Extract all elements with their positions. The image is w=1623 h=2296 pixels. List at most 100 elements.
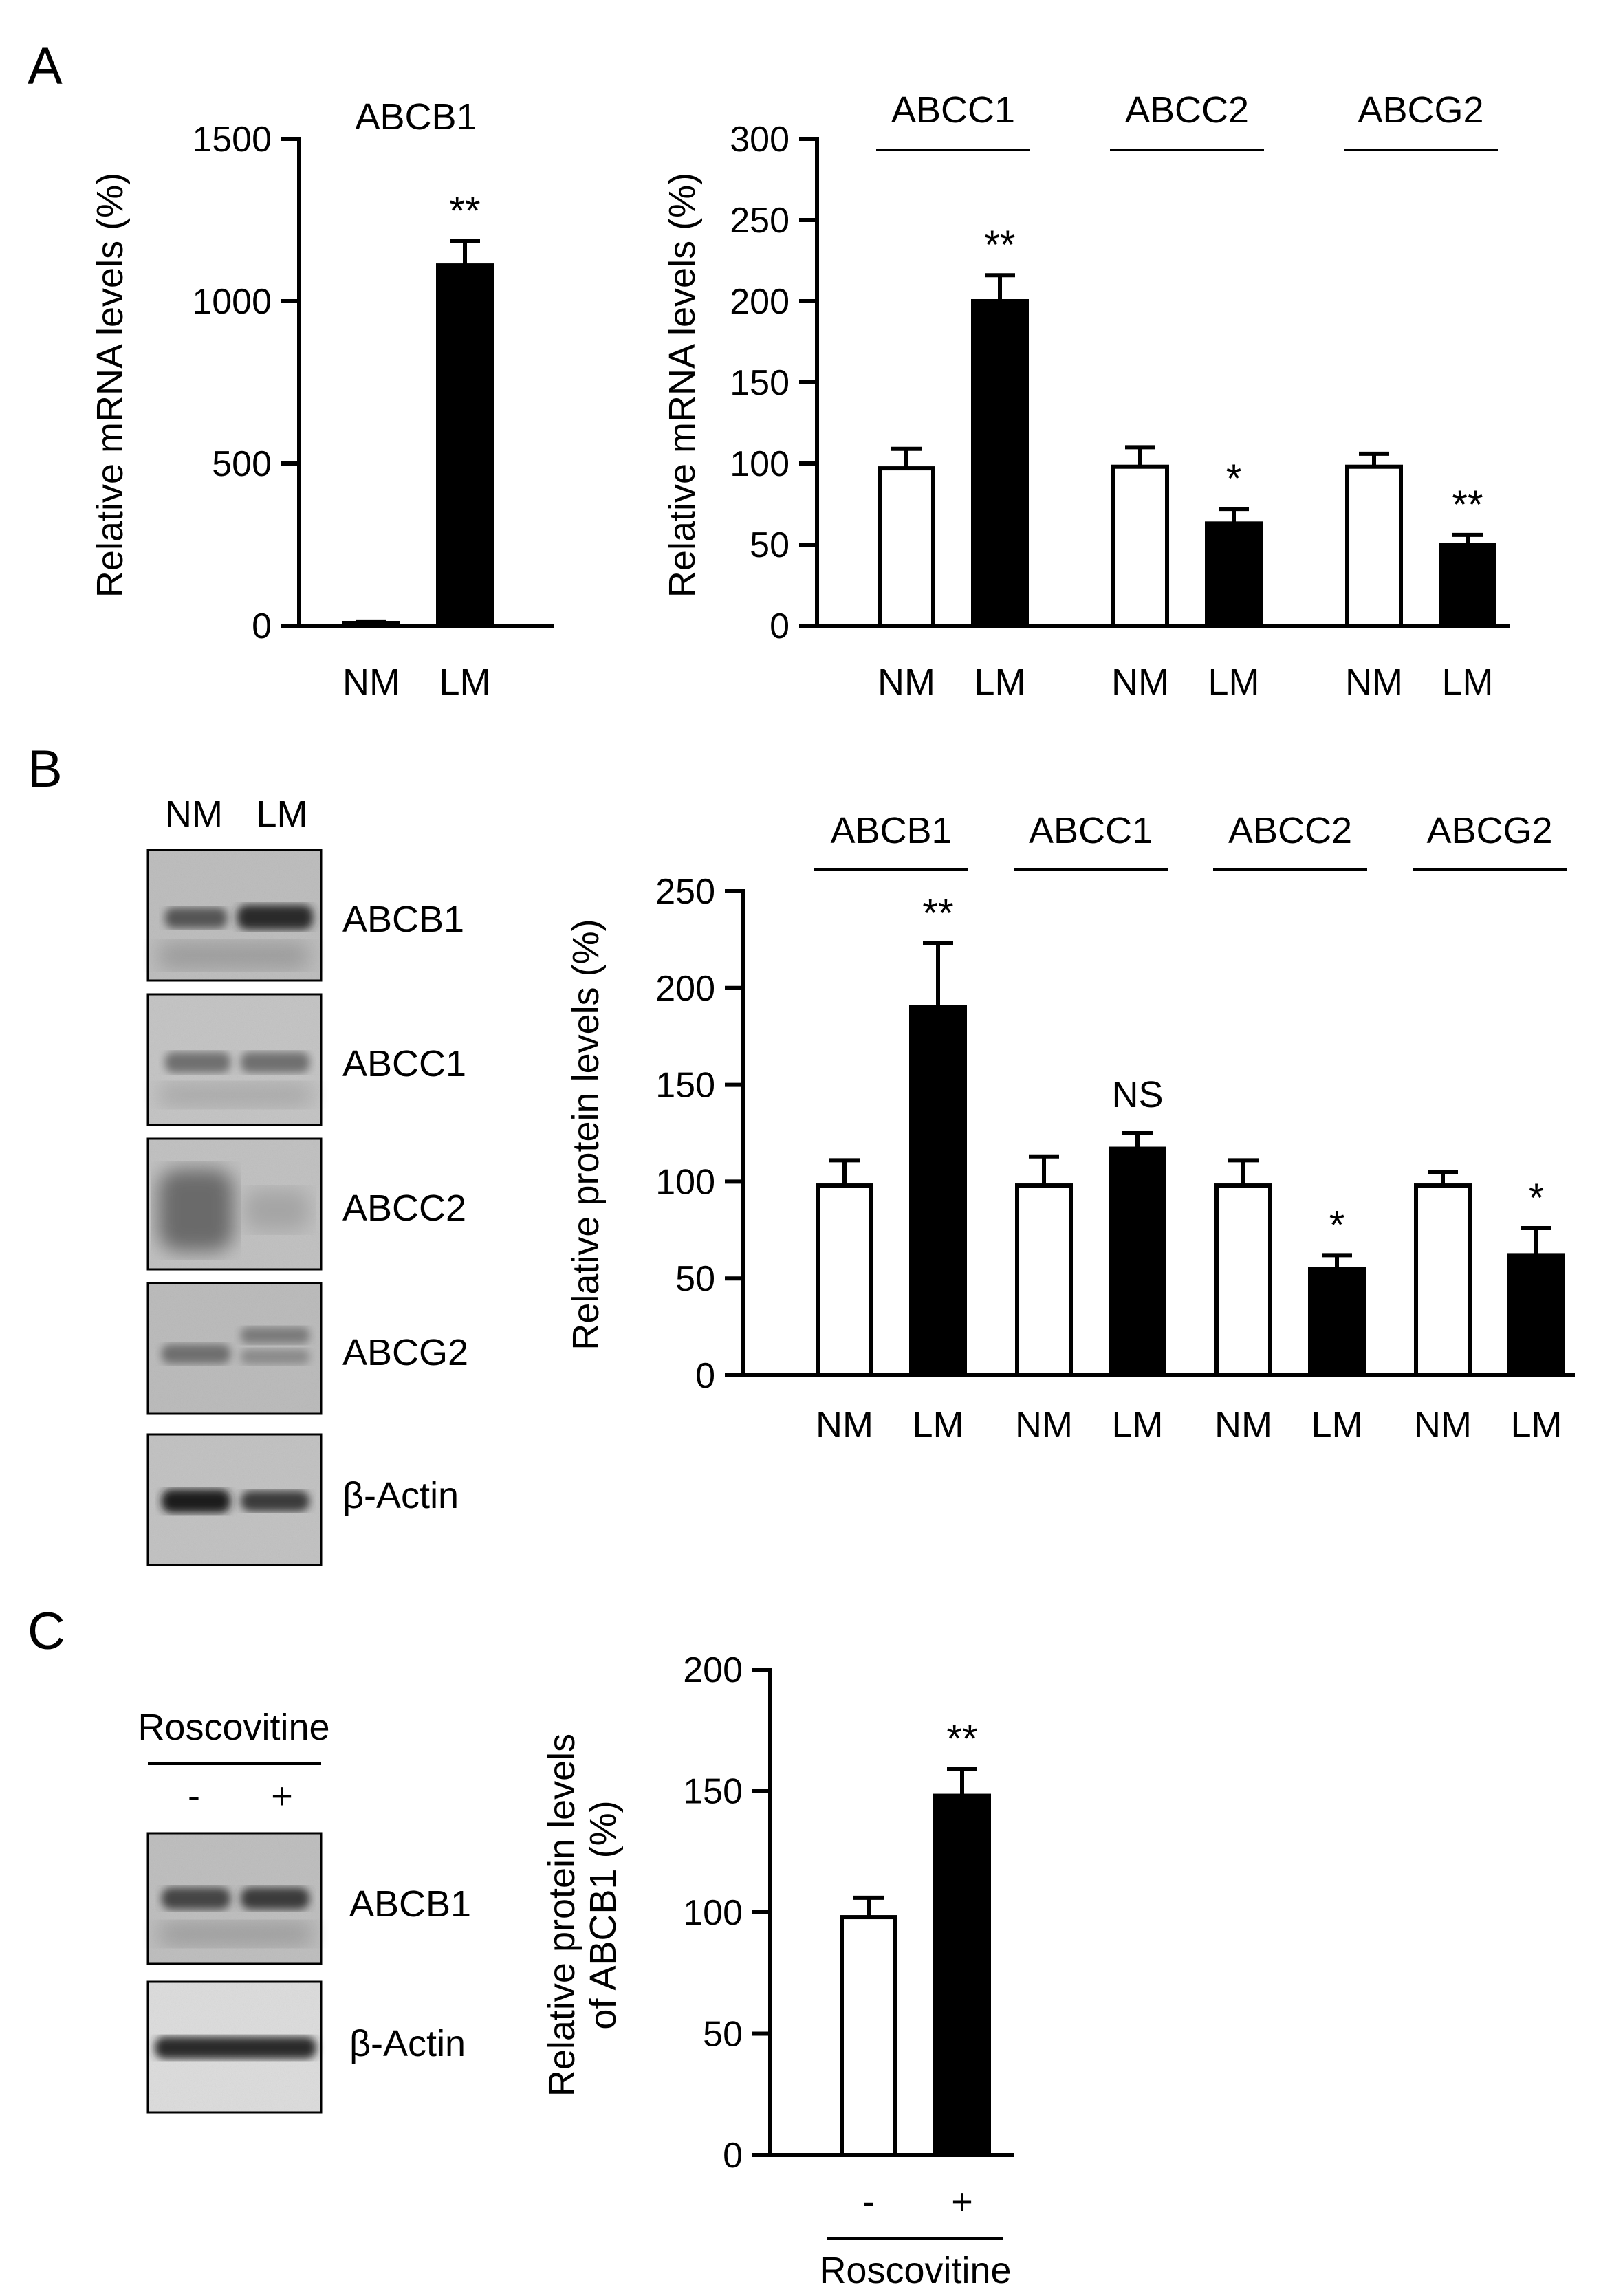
x-tick-label: + (951, 2181, 973, 2222)
bar-nm (1015, 1183, 1073, 1377)
x-tick-label: NM (1015, 1404, 1073, 1445)
bar-lm (1439, 543, 1496, 628)
x-tick-label: - (862, 2181, 875, 2222)
blot-b-lane-nm: NM (165, 794, 223, 835)
chart-abcc-abcg-mrna: 0 50 100 150 200 250 300 Relative mRNA levels (… (662, 89, 1510, 703)
significance-marker: ** (946, 1717, 977, 1762)
y-tick-label: 150 (730, 363, 789, 403)
y-tick-label: 500 (212, 444, 272, 484)
group-label: ABCG2 (1426, 810, 1552, 851)
y-tick-label: 100 (730, 444, 789, 484)
x-tick-label: LM (1208, 662, 1259, 703)
bar-nm (1214, 1183, 1272, 1377)
chart-abcb1-mrna: 0 500 1000 1500 Relative mRNA levels (%) ABCB… (89, 96, 554, 703)
y-tick-label: 250 (655, 872, 715, 912)
y-tick-label: 250 (730, 201, 789, 241)
blot-b-row-actin: β-Actin (146, 1433, 459, 1566)
chart-roscovitine-abcb1: 0 50 100 150 200 Relative protein levels of AB… (541, 1650, 1014, 2291)
bar-lm (1205, 521, 1263, 628)
y-tick-label: 0 (252, 606, 272, 646)
x-tick-label: LM (1311, 1404, 1362, 1445)
y-tick-label: 0 (695, 1356, 715, 1396)
chart-protein-levels: 0 50 100 150 200 250 Relative protein levels (… (565, 810, 1575, 1445)
blot-c-row-abcb1: ABCB1 (146, 1832, 471, 1965)
bar-nm (1414, 1183, 1472, 1377)
bar-nm (342, 621, 400, 628)
y-tick-label: 50 (675, 1259, 715, 1299)
y-tick-label: 200 (655, 969, 715, 1009)
bar-lm (436, 263, 494, 628)
blot-b-label-abcb1: ABCB1 (342, 899, 464, 940)
y-tick-label: 150 (655, 1066, 715, 1106)
panel-label-b: B (28, 740, 63, 798)
x-tick-label: LM (912, 1404, 963, 1445)
bar-lm (971, 299, 1029, 628)
blot-c-row-actin: β-Actin (146, 1980, 466, 2114)
x-axis-label: Roscovitine (819, 2250, 1011, 2291)
significance-marker: * (1529, 1176, 1545, 1221)
group-label: ABCC2 (1125, 89, 1249, 131)
x-tick-label: LM (1111, 1404, 1163, 1445)
blot-c-label-actin: β-Actin (349, 2023, 466, 2064)
bar-nm (878, 466, 935, 628)
x-tick-label: LM (1510, 1404, 1562, 1445)
group-label: ABCC1 (891, 89, 1015, 131)
group-label: ABCG2 (1358, 89, 1483, 131)
y-tick-label: 0 (723, 2136, 743, 2176)
blot-b-label-abcg2: ABCG2 (342, 1332, 468, 1373)
blot-c-lane-plus: + (271, 1775, 293, 1817)
y-tick-label: 200 (683, 1650, 743, 1690)
blot-b-row-abcb1: ABCB1 (146, 849, 464, 982)
bar-plus (933, 1793, 991, 2158)
blot-c-label-abcb1: ABCB1 (349, 1883, 471, 1925)
bar-lm (1109, 1146, 1166, 1377)
significance-marker: ** (1452, 483, 1483, 527)
x-tick-label: LM (974, 662, 1025, 703)
panel-label-a: A (28, 37, 63, 96)
western-blot-b: NM LM ABCB1 ABCC1 ABCC2 (146, 794, 468, 1566)
y-tick-label: 1500 (192, 120, 272, 160)
x-tick-label: NM (1345, 662, 1403, 703)
bar-minus (840, 1915, 897, 2158)
blot-b-row-abcg2: ABCG2 (146, 1282, 468, 1415)
panel-label-c: C (28, 1602, 65, 1661)
y-axis-label: Relative protein levels (541, 1734, 582, 2097)
bar-lm (1308, 1267, 1366, 1377)
y-tick-label: 100 (683, 1893, 743, 1933)
group-label: ABCB1 (830, 810, 952, 851)
significance-marker: ** (984, 223, 1015, 267)
bar-nm (816, 1183, 873, 1377)
x-tick-label: NM (878, 662, 935, 703)
bar-nm (1345, 464, 1403, 628)
blot-b-row-abcc1: ABCC1 (146, 993, 466, 1126)
group-label: ABCC2 (1228, 810, 1352, 851)
x-tick-label: NM (816, 1404, 873, 1445)
significance-marker: * (1329, 1203, 1345, 1247)
x-tick-label: NM (342, 662, 400, 703)
group-label: ABCC1 (1029, 810, 1153, 851)
chart-title: ABCB1 (355, 96, 477, 138)
y-axis-label-line2: of ABCB1 (%) (582, 1800, 624, 2029)
x-tick-label: LM (1441, 662, 1493, 703)
y-tick-label: 50 (703, 2015, 743, 2055)
blot-b-label-abcc1: ABCC1 (342, 1043, 466, 1084)
significance-marker: NS (1111, 1074, 1163, 1115)
significance-marker: ** (449, 189, 480, 234)
western-blot-c: Roscovitine - + ABCB1 β-Actin (138, 1707, 471, 2114)
bar-nm (1111, 464, 1169, 628)
y-axis-label: Relative protein levels (%) (565, 919, 607, 1350)
blot-b-label-actin: β-Actin (342, 1475, 459, 1516)
blot-b-row-abcc2: ABCC2 (146, 1137, 466, 1271)
x-tick-label: NM (1214, 1404, 1272, 1445)
y-axis-label: Relative mRNA levels (%) (89, 173, 131, 598)
x-tick-label: NM (1414, 1404, 1472, 1445)
y-tick-label: 150 (683, 1772, 743, 1812)
bar-lm (1507, 1253, 1565, 1377)
y-tick-label: 0 (770, 606, 789, 646)
y-tick-label: 50 (750, 525, 789, 565)
y-axis-label: Relative mRNA levels (%) (662, 173, 703, 598)
blot-c-treatment-label: Roscovitine (138, 1707, 329, 1748)
blot-b-lane-lm: LM (256, 794, 307, 835)
y-tick-label: 200 (730, 282, 789, 322)
